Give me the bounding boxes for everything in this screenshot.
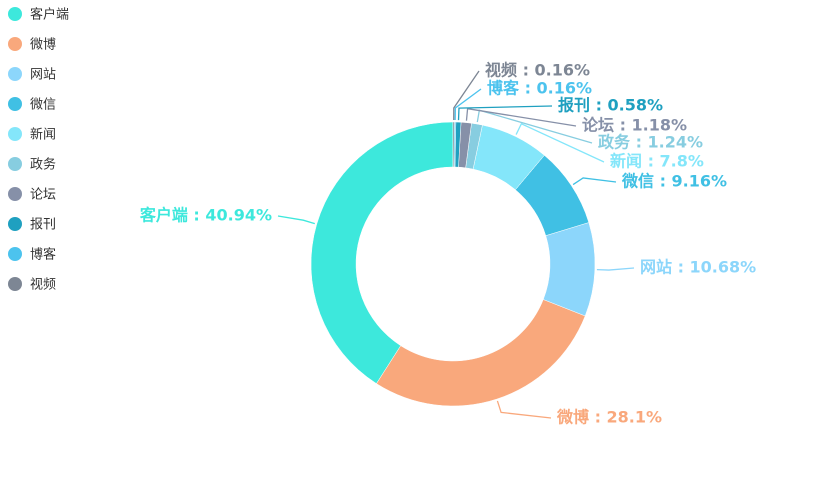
- legend-label[interactable]: 博客: [30, 247, 56, 263]
- legend-label[interactable]: 政务: [30, 157, 56, 173]
- data-label: 客户端 : 40.94%: [140, 206, 272, 225]
- legend-marker: [8, 7, 22, 21]
- data-label: 网站 : 10.68%: [640, 258, 756, 277]
- legend-marker: [8, 67, 22, 81]
- legend-marker: [8, 187, 22, 201]
- label-line: [572, 177, 617, 186]
- data-label: 新闻 : 7.8%: [610, 152, 704, 171]
- donut-slice: [452, 121, 455, 168]
- data-label: 政务 : 1.24%: [598, 133, 703, 152]
- legend-marker: [8, 127, 22, 141]
- legend-label[interactable]: 报刊: [30, 218, 56, 233]
- label-line: [465, 107, 577, 127]
- legend-marker: [8, 247, 22, 261]
- data-label: 微信 : 9.16%: [621, 172, 727, 191]
- legend-label[interactable]: 微信: [30, 98, 56, 113]
- data-label: 视频 : 0.16%: [485, 61, 590, 80]
- data-label: 报刊 : 0.58%: [558, 96, 663, 115]
- legend-marker: [8, 217, 22, 231]
- label-line: [596, 267, 635, 271]
- donut-slice: [376, 299, 586, 407]
- legend-marker: [8, 157, 22, 171]
- donut-slice: [310, 121, 454, 384]
- label-line: [515, 122, 605, 163]
- donut-slice: [542, 222, 596, 317]
- legend-label[interactable]: 论坛: [30, 188, 56, 203]
- legend-label[interactable]: 网站: [30, 68, 56, 83]
- legend-label[interactable]: 新闻: [30, 127, 56, 143]
- data-label: 论坛 : 1.18%: [582, 116, 687, 135]
- data-label: 微博 : 28.1%: [556, 408, 662, 427]
- label-line: [496, 400, 552, 419]
- label-line: [277, 215, 315, 225]
- legend-marker: [8, 97, 22, 111]
- legend-marker: [8, 37, 22, 51]
- legend-label[interactable]: 微博: [30, 38, 56, 53]
- label-line: [457, 105, 553, 121]
- label-line: [453, 70, 480, 121]
- legend-label[interactable]: 客户端: [30, 7, 69, 23]
- legend-marker: [8, 277, 22, 291]
- data-label: 博客 : 0.16%: [487, 79, 592, 98]
- legend-label[interactable]: 视频: [30, 278, 56, 293]
- label-line: [454, 88, 482, 121]
